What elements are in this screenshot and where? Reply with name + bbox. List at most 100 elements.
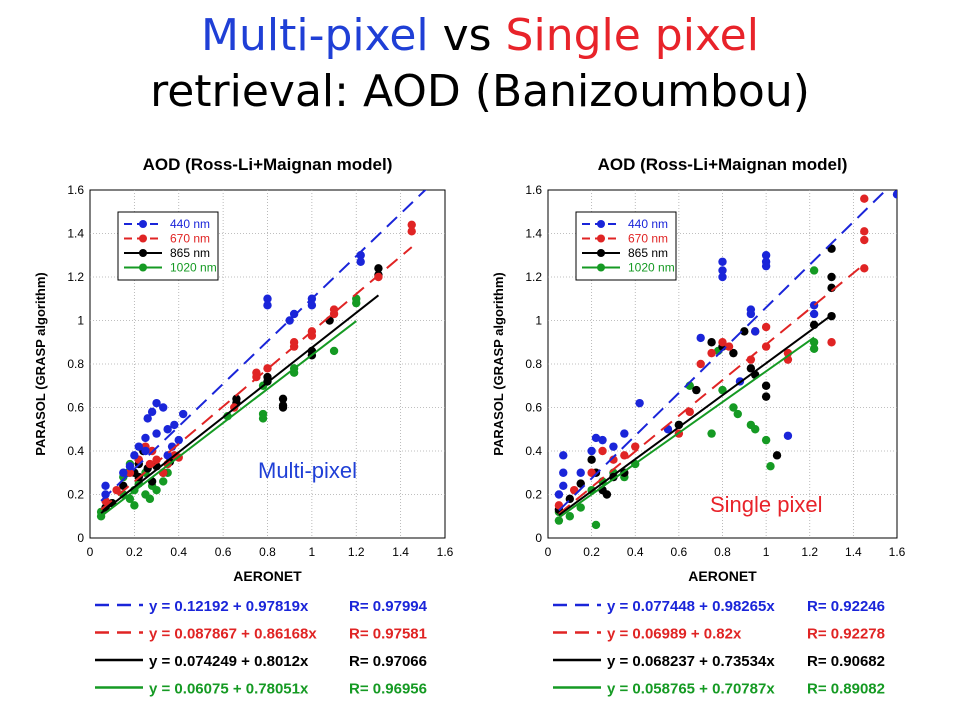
y-tick-label: 1.4 <box>67 227 84 241</box>
data-point-440nm <box>289 309 299 319</box>
y-tick-label: 0.8 <box>525 357 542 371</box>
data-point-865nm <box>101 503 110 512</box>
r-value-text: R= 0.97994 <box>349 598 428 615</box>
x-tick-label: 0.8 <box>714 545 731 559</box>
data-point-440nm <box>718 272 727 282</box>
legend-marker <box>139 249 147 257</box>
y-axis-label: PARASOL (GRASP algorithm) <box>33 272 48 455</box>
x-axis-label: AERONET <box>233 568 302 584</box>
y-tick-label: 1.6 <box>67 183 84 197</box>
data-point-865nm <box>761 381 771 390</box>
equation-text: y = 0.087867 + 0.86168x <box>149 626 317 643</box>
legend-label: 670 nm <box>170 232 210 246</box>
x-tick-label: 1.4 <box>845 545 862 559</box>
x-tick-label: 1 <box>763 545 770 559</box>
data-point-440nm <box>263 294 272 303</box>
data-point-440nm <box>559 468 568 477</box>
data-point-440nm <box>761 261 771 271</box>
data-point-865nm <box>729 348 738 358</box>
data-point-1020nm <box>130 501 139 510</box>
data-point-670nm <box>860 194 869 203</box>
data-point-865nm <box>232 394 241 403</box>
y-tick-label: 0 <box>77 531 84 545</box>
y-tick-label: 1.2 <box>67 270 84 284</box>
data-point-440nm <box>147 407 157 417</box>
data-point-865nm <box>587 455 596 464</box>
chart-2: AOD (Ross-Li+Maignan model) 0 0.2 0.4 0.6 0.8… <box>491 155 906 698</box>
data-point-670nm <box>407 220 416 229</box>
data-point-670nm <box>860 235 869 245</box>
data-point-670nm <box>609 455 618 464</box>
equation-text: y = 0.058765 + 0.70787x <box>607 681 775 698</box>
x-tick-label: 0.6 <box>215 545 232 559</box>
legend-label: 670 nm <box>628 232 668 246</box>
data-point-1020nm <box>751 425 760 434</box>
legend-marker <box>597 263 605 272</box>
r-value-text: R= 0.96956 <box>349 681 427 698</box>
data-point-440nm <box>263 301 272 310</box>
y-tick-label: 1.4 <box>525 227 542 241</box>
data-point-670nm <box>125 468 135 477</box>
data-point-670nm <box>761 342 771 351</box>
data-point-670nm <box>724 342 734 351</box>
data-point-670nm <box>860 227 869 236</box>
x-tick-label: 0.8 <box>259 545 276 559</box>
data-point-1020nm <box>707 429 716 438</box>
legend-marker <box>597 249 605 257</box>
data-point-440nm <box>718 257 727 266</box>
data-point-440nm <box>783 431 793 440</box>
y-tick-label: 1 <box>535 314 542 328</box>
data-point-440nm <box>751 327 760 336</box>
r-value-text: R= 0.89082 <box>807 681 885 698</box>
panel-annotation: Multi-pixel <box>258 458 357 483</box>
x-tick-label: 0.6 <box>671 545 688 559</box>
data-point-440nm <box>134 442 144 451</box>
data-point-440nm <box>130 451 139 460</box>
data-point-1020nm <box>565 512 575 521</box>
legend-label: 1020 nm <box>170 261 217 275</box>
data-point-865nm <box>278 394 288 403</box>
equation-text: y = 0.12192 + 0.97819x <box>149 598 309 615</box>
fit-line-440nm <box>558 190 888 512</box>
data-point-1020nm <box>576 503 585 512</box>
legend-marker <box>139 220 147 228</box>
data-point-865nm <box>746 364 756 373</box>
x-tick-label: 1.2 <box>801 545 818 559</box>
y-tick-label: 0.2 <box>525 488 542 502</box>
data-point-1020nm <box>591 520 601 530</box>
equation-text: y = 0.06075 + 0.78051x <box>149 681 309 698</box>
data-point-440nm <box>598 435 607 445</box>
data-point-865nm <box>740 327 749 336</box>
data-point-865nm <box>674 420 684 430</box>
data-point-440nm <box>152 398 161 408</box>
y-tick-label: 0.2 <box>67 488 84 502</box>
data-point-440nm <box>559 451 568 460</box>
y-tick-label: 1 <box>77 314 84 328</box>
data-point-440nm <box>554 490 564 499</box>
data-point-670nm <box>112 485 121 495</box>
y-tick-label: 0.6 <box>525 401 542 415</box>
y-tick-label: 0.4 <box>67 444 84 458</box>
legend-label: 865 nm <box>170 246 210 260</box>
fit-line-1020nm <box>100 320 357 518</box>
data-point-1020nm <box>809 338 819 347</box>
data-point-440nm <box>696 333 705 343</box>
data-point-670nm <box>252 368 261 377</box>
data-point-440nm <box>718 266 727 275</box>
data-point-865nm <box>707 338 716 347</box>
equation-text: y = 0.074249 + 0.8012x <box>149 653 309 670</box>
data-point-440nm <box>143 414 152 423</box>
r-value-text: R= 0.97581 <box>349 626 427 643</box>
chart-title: AOD (Ross-Li+Maignan model) <box>598 155 848 174</box>
data-point-670nm <box>374 272 383 282</box>
data-point-670nm <box>707 348 716 358</box>
data-point-440nm <box>152 429 161 438</box>
data-point-670nm <box>598 446 607 456</box>
data-point-670nm <box>587 468 596 477</box>
r-value-text: R= 0.92246 <box>807 598 885 615</box>
data-point-1020nm <box>258 414 268 423</box>
data-point-865nm <box>609 472 618 482</box>
x-tick-label: 1.2 <box>348 545 365 559</box>
data-point-440nm <box>635 398 644 408</box>
